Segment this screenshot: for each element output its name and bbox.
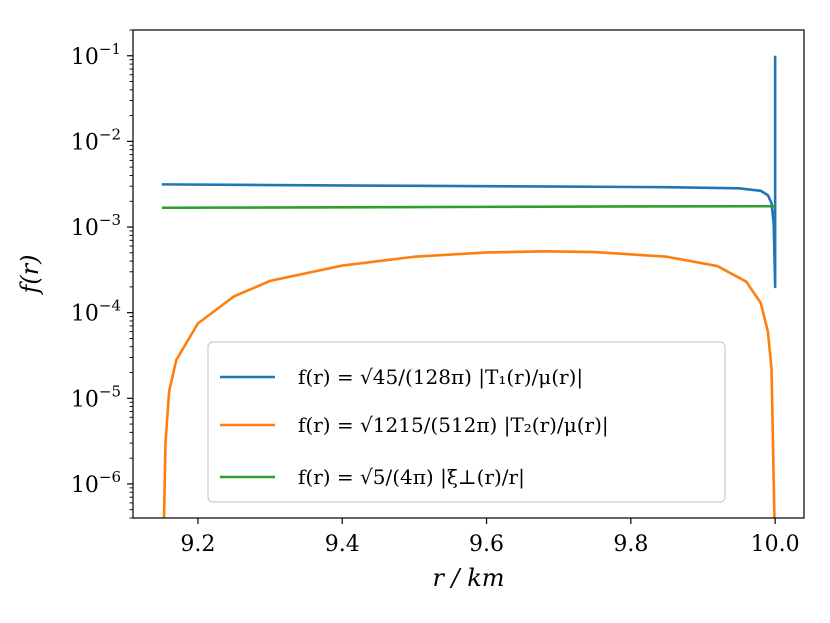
series-line-1 [161,55,777,289]
legend-label-3: f(r) = √5/(4π) |ξ⊥(r)/r| [298,465,525,490]
axes: 9.2 9.4 9.6 9.8 10.0 10−6 10−5 10−4 10−3 10−2 10−1… [16,29,805,592]
legend: f(r) = √45/(128π) |T₁(r)/μ(r)| f(r) = √12… [207,341,726,503]
y-tick-label: 10−6 [71,468,121,498]
legend-label-2: f(r) = √1215/(512π) |T₂(r)/μ(r)| [298,413,609,438]
series-layer [161,55,777,518]
x-tick-label: 9.8 [613,532,648,557]
x-axis-label: r / km [432,564,504,592]
y-axis-label: f(r) [16,254,44,295]
legend-label-1: f(r) = √45/(128π) |T₁(r)/μ(r)| [298,365,583,390]
y-tick-label: 10−4 [71,297,121,327]
series-line-3 [161,204,776,210]
plot-frame [132,29,805,519]
x-tick-label: 9.4 [325,532,360,557]
series-line-2 [162,250,776,518]
x-tick-label: 9.2 [180,532,215,557]
x-tick-label: 10.0 [751,532,800,557]
x-tick-label: 9.6 [469,532,504,557]
y-tick-label: 10−1 [71,40,121,70]
y-tick-label: 10−3 [71,211,121,241]
legend-box [207,341,726,503]
y-tick-label: 10−5 [71,382,121,412]
y-tick-label: 10−2 [71,125,121,155]
